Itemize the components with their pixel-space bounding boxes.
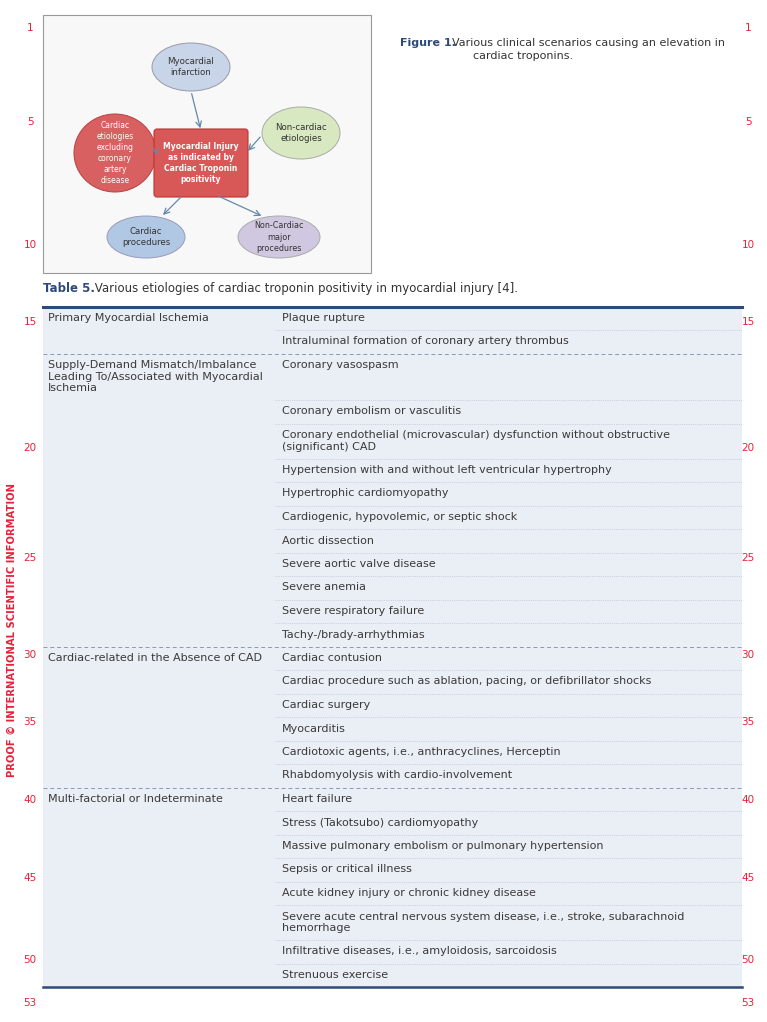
Text: Acute kidney injury or chronic kidney disease: Acute kidney injury or chronic kidney di…: [282, 888, 536, 898]
Text: Hypertrophic cardiomyopathy: Hypertrophic cardiomyopathy: [282, 489, 449, 499]
Text: 50: 50: [742, 955, 755, 965]
Text: Massive pulmonary embolism or pulmonary hypertension: Massive pulmonary embolism or pulmonary …: [282, 841, 604, 851]
Text: Cardiotoxic agents, i.e., anthracyclines, Herceptin: Cardiotoxic agents, i.e., anthracyclines…: [282, 747, 561, 757]
Text: Coronary embolism or vasculitis: Coronary embolism or vasculitis: [282, 407, 461, 417]
Text: Rhabdomyolysis with cardio-involvement: Rhabdomyolysis with cardio-involvement: [282, 771, 512, 781]
Text: Table 5.: Table 5.: [43, 282, 95, 295]
Text: Aortic dissection: Aortic dissection: [282, 536, 374, 546]
Text: Figure 1.: Figure 1.: [400, 38, 456, 48]
Ellipse shape: [107, 216, 185, 258]
Text: Myocardial Injury
as indicated by
Cardiac Troponin
positivity: Myocardial Injury as indicated by Cardia…: [163, 142, 239, 184]
Text: Myocardial
infarction: Myocardial infarction: [168, 57, 214, 77]
FancyBboxPatch shape: [154, 129, 248, 197]
Text: 40: 40: [24, 795, 37, 805]
Text: Various etiologies of cardiac troponin positivity in myocardial injury [4].: Various etiologies of cardiac troponin p…: [91, 282, 518, 295]
Text: 20: 20: [24, 443, 37, 453]
Text: Tachy-/brady-arrhythmias: Tachy-/brady-arrhythmias: [282, 630, 425, 640]
Text: Cardiac
procedures: Cardiac procedures: [122, 227, 170, 247]
Text: 30: 30: [24, 650, 37, 660]
Text: Infiltrative diseases, i.e., amyloidosis, sarcoidosis: Infiltrative diseases, i.e., amyloidosis…: [282, 946, 557, 957]
Text: Cardiac-related in the Absence of CAD: Cardiac-related in the Absence of CAD: [48, 653, 262, 663]
Bar: [43, 307, 742, 987]
Ellipse shape: [74, 114, 156, 192]
Text: Non-Cardiac
major
procedures: Non-Cardiac major procedures: [254, 222, 304, 252]
Text: Intraluminal formation of coronary artery thrombus: Intraluminal formation of coronary arter…: [282, 336, 569, 346]
Text: 40: 40: [742, 795, 755, 805]
Text: Stress (Takotsubo) cardiomyopathy: Stress (Takotsubo) cardiomyopathy: [282, 818, 479, 828]
Text: Various clinical scenarios causing an elevation in: Various clinical scenarios causing an el…: [452, 38, 725, 48]
Ellipse shape: [262, 107, 340, 159]
Text: 35: 35: [23, 717, 37, 727]
Ellipse shape: [238, 216, 320, 258]
Text: Strenuous exercise: Strenuous exercise: [282, 970, 388, 980]
Text: Supply-Demand Mismatch/Imbalance: Supply-Demand Mismatch/Imbalance: [48, 360, 256, 370]
Text: 50: 50: [24, 955, 37, 965]
Text: 53: 53: [23, 998, 37, 1008]
Text: Non-cardiac
etiologies: Non-cardiac etiologies: [275, 123, 327, 143]
Text: Severe aortic valve disease: Severe aortic valve disease: [282, 559, 436, 569]
Text: Leading To/Associated with Myocardial: Leading To/Associated with Myocardial: [48, 372, 263, 381]
Text: 15: 15: [742, 317, 755, 327]
Text: 45: 45: [742, 873, 755, 883]
Text: 25: 25: [23, 553, 37, 563]
Text: Sepsis or critical illness: Sepsis or critical illness: [282, 865, 412, 875]
Text: Coronary endothelial (microvascular) dysfunction without obstructive: Coronary endothelial (microvascular) dys…: [282, 430, 670, 440]
Text: 20: 20: [742, 443, 755, 453]
Text: 25: 25: [742, 553, 755, 563]
Text: Plaque rupture: Plaque rupture: [282, 313, 365, 323]
Text: Cardiogenic, hypovolemic, or septic shock: Cardiogenic, hypovolemic, or septic shoc…: [282, 512, 517, 522]
Text: Multi-factorial or Indeterminate: Multi-factorial or Indeterminate: [48, 794, 223, 804]
Text: (significant) CAD: (significant) CAD: [282, 442, 376, 452]
Text: 10: 10: [742, 240, 755, 250]
Text: Cardiac
etiologies
excluding
coronary
artery
disease: Cardiac etiologies excluding coronary ar…: [97, 121, 133, 185]
Text: Cardiac surgery: Cardiac surgery: [282, 700, 370, 710]
Text: Severe anemia: Severe anemia: [282, 583, 366, 593]
Text: 5: 5: [745, 117, 752, 127]
Text: 45: 45: [23, 873, 37, 883]
Text: Hypertension with and without left ventricular hypertrophy: Hypertension with and without left ventr…: [282, 465, 612, 475]
Text: 35: 35: [742, 717, 755, 727]
Text: hemorrhage: hemorrhage: [282, 923, 351, 933]
Text: 1: 1: [27, 24, 33, 33]
Text: 10: 10: [24, 240, 37, 250]
Text: Ischemia: Ischemia: [48, 383, 98, 393]
Text: 53: 53: [742, 998, 755, 1008]
Text: 15: 15: [23, 317, 37, 327]
Text: Severe acute central nervous system disease, i.e., stroke, subarachnoid: Severe acute central nervous system dise…: [282, 912, 684, 922]
Text: 5: 5: [27, 117, 33, 127]
Text: 1: 1: [745, 24, 752, 33]
Text: 30: 30: [742, 650, 755, 660]
Text: Myocarditis: Myocarditis: [282, 724, 346, 734]
Text: Heart failure: Heart failure: [282, 794, 352, 804]
Text: Cardiac contusion: Cardiac contusion: [282, 653, 382, 663]
Text: Severe respiratory failure: Severe respiratory failure: [282, 606, 424, 616]
Ellipse shape: [152, 43, 230, 91]
Bar: [43, 15, 371, 273]
Text: cardiac troponins.: cardiac troponins.: [452, 51, 573, 61]
Text: Cardiac procedure such as ablation, pacing, or defibrillator shocks: Cardiac procedure such as ablation, paci…: [282, 677, 651, 687]
Text: Coronary vasospasm: Coronary vasospasm: [282, 360, 399, 370]
Text: Primary Myocardial Ischemia: Primary Myocardial Ischemia: [48, 313, 209, 323]
Text: PROOF © INTERNATIONAL SCIENTIFIC INFORMATION: PROOF © INTERNATIONAL SCIENTIFIC INFORMA…: [7, 483, 17, 777]
